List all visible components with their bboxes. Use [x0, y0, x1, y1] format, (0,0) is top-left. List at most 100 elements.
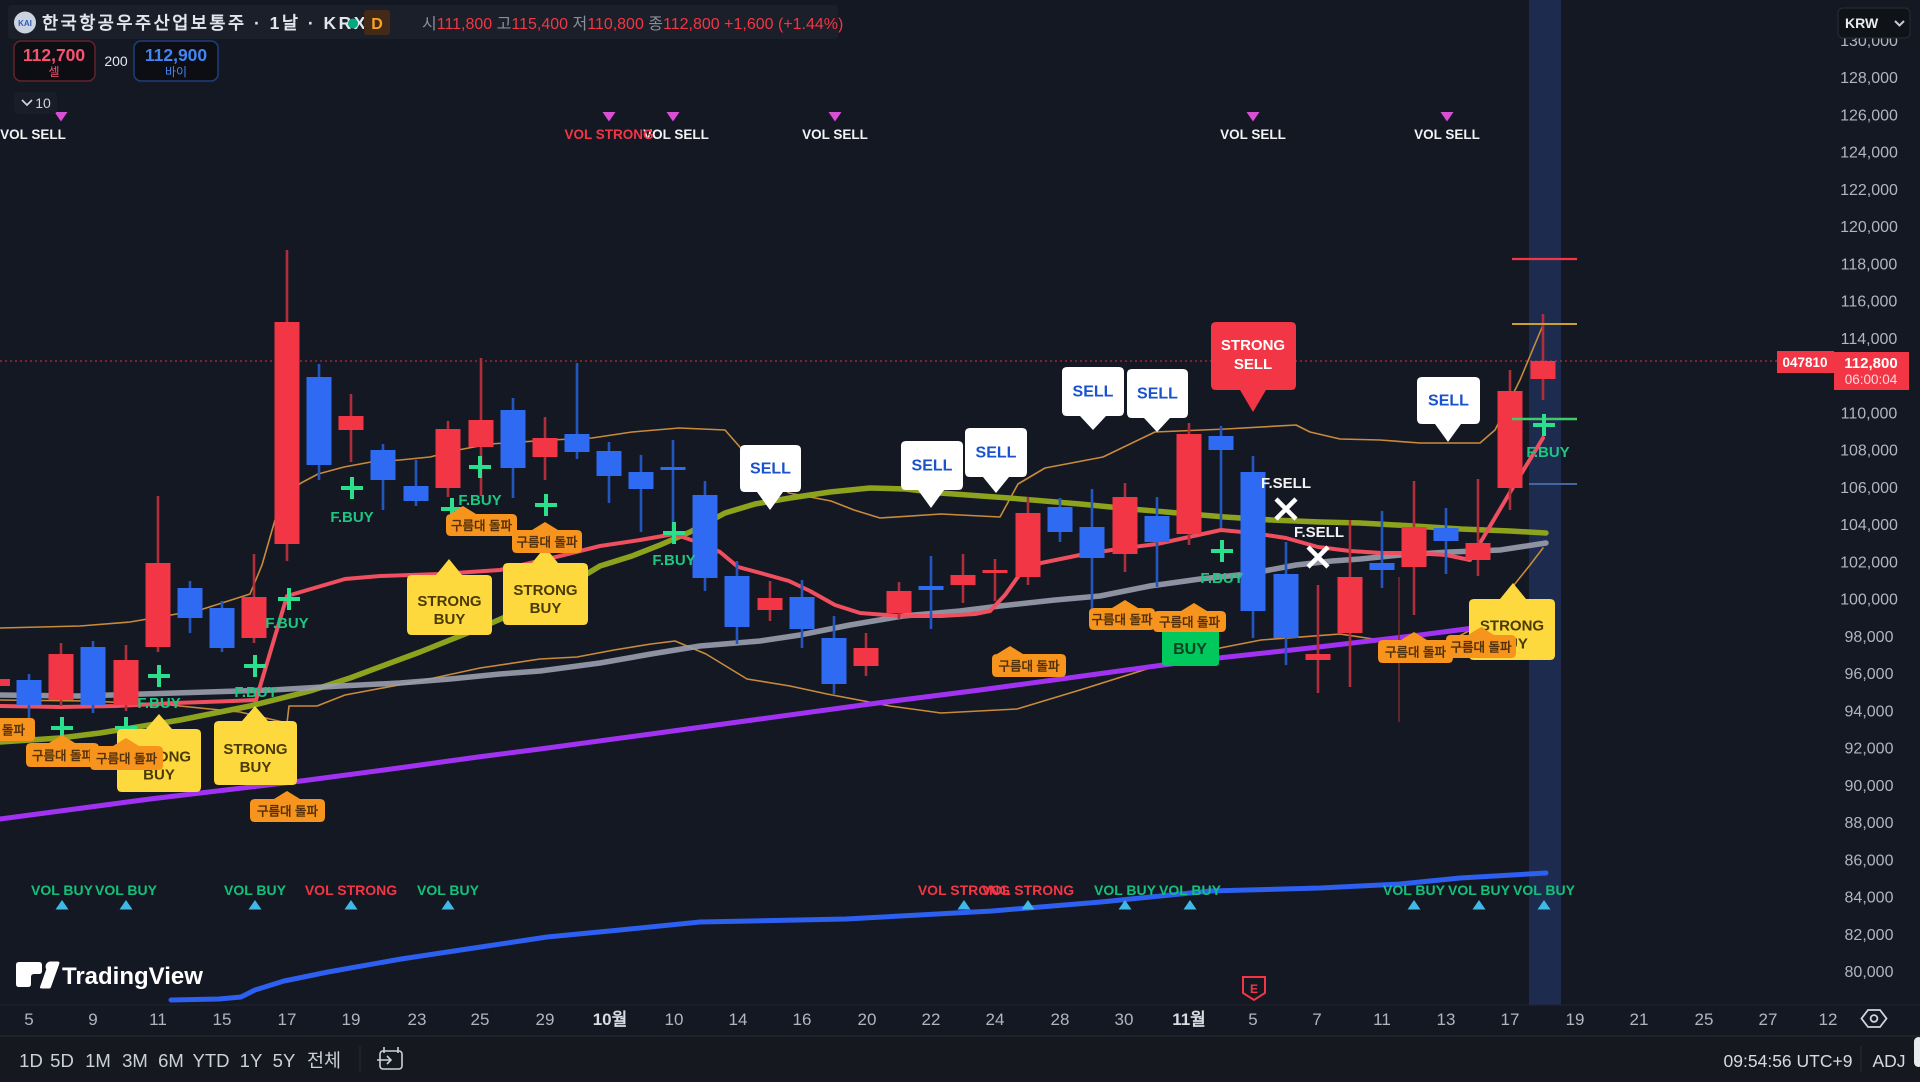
- svg-text:9: 9: [88, 1010, 97, 1029]
- svg-text:80,000: 80,000: [1845, 964, 1894, 981]
- svg-text:16: 16: [793, 1010, 812, 1029]
- svg-text:86,000: 86,000: [1845, 852, 1894, 869]
- svg-text:바이: 바이: [165, 65, 187, 79]
- svg-text:F.SELL: F.SELL: [1261, 475, 1311, 492]
- svg-text:F.BUY: F.BUY: [1526, 444, 1569, 461]
- svg-text:12: 12: [1819, 1010, 1838, 1029]
- svg-text:구름대 돌파: 구름대 돌파: [451, 518, 512, 533]
- svg-text:VOL SELL: VOL SELL: [0, 127, 66, 142]
- svg-text:06:00:04: 06:00:04: [1845, 372, 1898, 387]
- svg-text:VOL BUY: VOL BUY: [1383, 882, 1446, 898]
- svg-text:VOL SELL: VOL SELL: [1414, 127, 1480, 142]
- svg-text:SELL: SELL: [1137, 386, 1178, 403]
- svg-text:VOL STRONG: VOL STRONG: [564, 127, 653, 142]
- svg-text:SELL: SELL: [750, 461, 791, 478]
- svg-text:STRONG: STRONG: [1221, 337, 1285, 354]
- svg-text:VOL SELL: VOL SELL: [802, 127, 868, 142]
- svg-text:20: 20: [858, 1010, 877, 1029]
- svg-text:KRW: KRW: [1845, 15, 1879, 31]
- svg-text:84,000: 84,000: [1845, 890, 1894, 907]
- svg-text:SELL: SELL: [912, 458, 953, 475]
- svg-text:124,000: 124,000: [1840, 145, 1898, 162]
- svg-text:11: 11: [149, 1010, 167, 1029]
- svg-text:SELL: SELL: [976, 445, 1017, 462]
- svg-text:126,000: 126,000: [1840, 107, 1898, 124]
- svg-text:24: 24: [986, 1010, 1005, 1029]
- svg-text:19: 19: [342, 1010, 361, 1029]
- svg-text:5D: 5D: [50, 1050, 74, 1071]
- svg-text:122,000: 122,000: [1840, 182, 1898, 199]
- svg-text:VOL BUY: VOL BUY: [95, 882, 158, 898]
- svg-text:30: 30: [1115, 1010, 1134, 1029]
- svg-text:구름대 돌파: 구름대 돌파: [1385, 645, 1446, 660]
- svg-text:한국항공우주산업보통주 · 1날 · KRX: 한국항공우주산업보통주 · 1날 · KRX: [42, 13, 368, 33]
- svg-text:118,000: 118,000: [1841, 256, 1898, 273]
- svg-text:96,000: 96,000: [1845, 666, 1894, 683]
- svg-text:1D: 1D: [19, 1050, 43, 1071]
- svg-text:VOL BUY: VOL BUY: [1159, 882, 1222, 898]
- svg-text:VOL BUY: VOL BUY: [1094, 882, 1157, 898]
- svg-text:90,000: 90,000: [1845, 778, 1894, 795]
- svg-text:VOL BUY: VOL BUY: [1448, 882, 1511, 898]
- svg-text:23: 23: [408, 1010, 427, 1029]
- svg-text:27: 27: [1759, 1010, 1778, 1029]
- svg-text:YTD: YTD: [193, 1050, 230, 1071]
- svg-text:10: 10: [35, 95, 51, 111]
- svg-text:1M: 1M: [85, 1050, 111, 1071]
- svg-text:F.BUY: F.BUY: [265, 615, 308, 632]
- svg-text:112,800: 112,800: [1844, 355, 1897, 372]
- svg-text:104,000: 104,000: [1840, 517, 1898, 534]
- svg-text:110,000: 110,000: [1841, 405, 1898, 422]
- svg-text:SELL: SELL: [1073, 384, 1114, 401]
- svg-text:28: 28: [1051, 1010, 1070, 1029]
- svg-text:106,000: 106,000: [1840, 480, 1898, 497]
- svg-text:TradingView: TradingView: [62, 963, 203, 990]
- svg-text:VOL SELL: VOL SELL: [643, 127, 709, 142]
- svg-text:116,000: 116,000: [1841, 294, 1898, 311]
- svg-text:200: 200: [104, 53, 128, 69]
- svg-text:KAI: KAI: [18, 19, 32, 28]
- svg-text:17: 17: [278, 1010, 297, 1029]
- svg-text:F.BUY: F.BUY: [234, 684, 277, 701]
- svg-text:구름대 돌파: 구름대 돌파: [1159, 615, 1220, 630]
- svg-text:VOL SELL: VOL SELL: [1220, 127, 1286, 142]
- svg-text:ADJ: ADJ: [1872, 1051, 1905, 1071]
- svg-text:29: 29: [536, 1010, 555, 1029]
- svg-text:112,900: 112,900: [145, 45, 208, 65]
- svg-text:F.BUY: F.BUY: [137, 695, 180, 712]
- svg-text:VOL BUY: VOL BUY: [417, 882, 480, 898]
- svg-text:82,000: 82,000: [1845, 927, 1894, 944]
- svg-text:D: D: [371, 16, 383, 33]
- svg-text:BUY: BUY: [1173, 641, 1207, 658]
- svg-text:25: 25: [1695, 1010, 1714, 1029]
- svg-text:구름대 돌파: 구름대 돌파: [1092, 612, 1153, 627]
- svg-text:BUY: BUY: [434, 611, 466, 628]
- svg-text:5: 5: [24, 1010, 33, 1029]
- svg-text:108,000: 108,000: [1840, 443, 1898, 460]
- svg-text:09:54:56 UTC+9: 09:54:56 UTC+9: [1724, 1051, 1853, 1071]
- svg-text:98,000: 98,000: [1845, 629, 1894, 646]
- svg-text:11월: 11월: [1172, 1010, 1206, 1029]
- svg-text:19: 19: [1566, 1010, 1585, 1029]
- svg-text:5Y: 5Y: [273, 1050, 296, 1071]
- svg-text:VOL STRONG: VOL STRONG: [982, 882, 1074, 898]
- svg-text:구름대 돌파: 구름대 돌파: [96, 751, 157, 766]
- svg-text:F.BUY: F.BUY: [330, 509, 373, 526]
- svg-text:112,700: 112,700: [23, 45, 86, 65]
- svg-text:전체: 전체: [307, 1050, 341, 1071]
- svg-text:15: 15: [213, 1010, 232, 1029]
- svg-text:SELL: SELL: [1234, 356, 1272, 373]
- svg-text:구름대 돌파: 구름대 돌파: [999, 659, 1060, 674]
- svg-text:VOL STRONG: VOL STRONG: [305, 882, 397, 898]
- svg-text:시111,800 고115,400 저110,800: 시111,800 고115,400 저110,800 종112,800 +1,6…: [422, 15, 843, 33]
- svg-text:94,000: 94,000: [1845, 703, 1894, 720]
- svg-text:10월: 10월: [593, 1010, 628, 1029]
- svg-text:120,000: 120,000: [1840, 219, 1898, 236]
- svg-text:13: 13: [1437, 1010, 1456, 1029]
- svg-text:88,000: 88,000: [1845, 815, 1894, 832]
- svg-text:3M: 3M: [122, 1050, 148, 1071]
- svg-text:구름대 돌파: 구름대 돌파: [1451, 640, 1512, 655]
- svg-text:SELL: SELL: [1428, 393, 1469, 410]
- svg-text:BUY: BUY: [530, 600, 562, 617]
- svg-text:구름대 돌파: 구름대 돌파: [32, 748, 93, 763]
